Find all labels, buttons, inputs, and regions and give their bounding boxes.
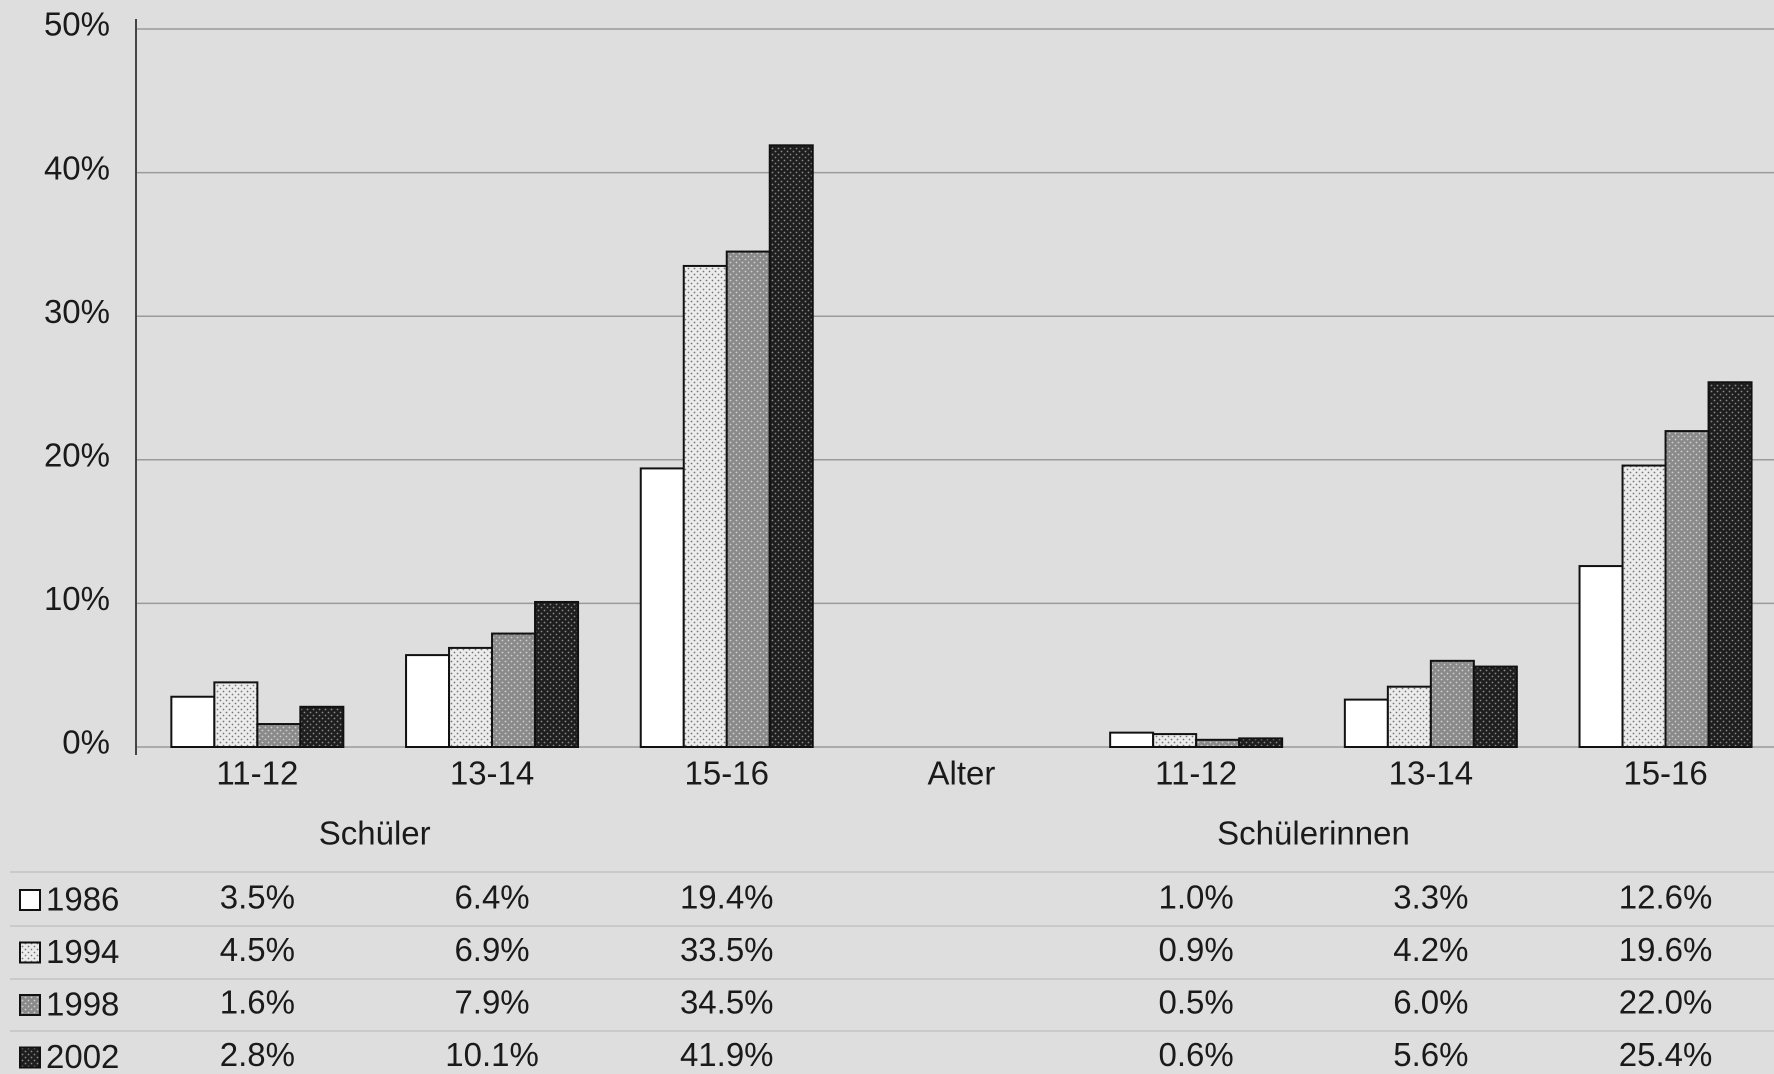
table-value: 6.9% — [454, 931, 529, 968]
table-value: 3.5% — [220, 879, 295, 916]
table-value: 22.0% — [1619, 984, 1713, 1021]
table-value: 0.6% — [1159, 1036, 1234, 1073]
table-value: 5.6% — [1393, 1036, 1468, 1073]
x-axis-label: Alter — [928, 755, 996, 792]
bar — [1578, 565, 1624, 749]
bar — [491, 632, 537, 749]
bar — [682, 264, 728, 748]
bar — [405, 654, 451, 749]
bar — [299, 705, 345, 748]
x-tick-label: 11-12 — [1155, 755, 1237, 792]
x-tick-label: 13-14 — [450, 755, 534, 792]
table-value: 25.4% — [1619, 1036, 1713, 1073]
bar — [213, 681, 259, 749]
table-value: 0.9% — [1159, 931, 1234, 968]
table-value: 19.6% — [1619, 931, 1713, 968]
bar — [534, 600, 580, 748]
bar — [725, 250, 771, 749]
table-value: 19.4% — [680, 879, 774, 916]
table-value: 33.5% — [680, 931, 774, 968]
x-tick-label: 11-12 — [216, 755, 298, 792]
table-value: 3.3% — [1393, 879, 1468, 916]
table-value: 1.0% — [1159, 879, 1234, 916]
table-value: 4.2% — [1393, 931, 1468, 968]
bar — [1343, 698, 1389, 748]
legend-label: 2002 — [46, 1038, 119, 1074]
table-value: 6.4% — [454, 879, 529, 916]
table-value: 10.1% — [445, 1036, 539, 1073]
y-tick-label: 10% — [44, 580, 110, 617]
bar — [170, 695, 216, 748]
table-value: 12.6% — [1619, 879, 1713, 916]
bar — [1664, 430, 1710, 748]
x-tick-label: 15-16 — [685, 755, 769, 792]
table-value: 1.6% — [220, 984, 295, 1021]
bar — [1238, 737, 1284, 748]
y-tick-label: 30% — [44, 293, 110, 330]
x-tick-label: 13-14 — [1389, 755, 1473, 792]
bar — [1109, 731, 1155, 749]
table-value: 2.8% — [220, 1036, 295, 1073]
legend-label: 1994 — [46, 933, 119, 970]
bar — [1152, 733, 1198, 748]
y-tick-label: 50% — [44, 6, 110, 43]
y-tick-label: 0% — [62, 724, 110, 761]
x-tick-label: 15-16 — [1623, 755, 1707, 792]
legend-label: 1986 — [46, 881, 119, 918]
bar — [1472, 665, 1518, 748]
bar — [1195, 738, 1241, 749]
legend-swatch — [19, 941, 41, 964]
table-value: 4.5% — [220, 931, 295, 968]
y-tick-label: 20% — [44, 437, 110, 474]
table-value: 0.5% — [1159, 984, 1234, 1021]
legend-label: 1998 — [46, 986, 119, 1023]
bar — [1707, 381, 1753, 748]
bar — [1621, 464, 1667, 748]
bar — [768, 144, 814, 749]
table-value: 41.9% — [680, 1036, 774, 1073]
bar — [256, 723, 302, 748]
bar — [639, 467, 685, 748]
bar — [1429, 659, 1475, 749]
legend-swatch — [19, 889, 41, 911]
group-label: Schüler — [319, 815, 431, 852]
table-value: 6.0% — [1393, 984, 1468, 1021]
table-value: 7.9% — [454, 984, 529, 1021]
group-label: Schülerinnen — [1217, 815, 1410, 852]
legend-swatch — [19, 1046, 41, 1069]
legend-swatch — [19, 994, 41, 1016]
bar — [448, 646, 494, 749]
bar — [1386, 685, 1432, 748]
table-value: 34.5% — [680, 984, 774, 1021]
y-tick-label: 40% — [44, 149, 110, 186]
